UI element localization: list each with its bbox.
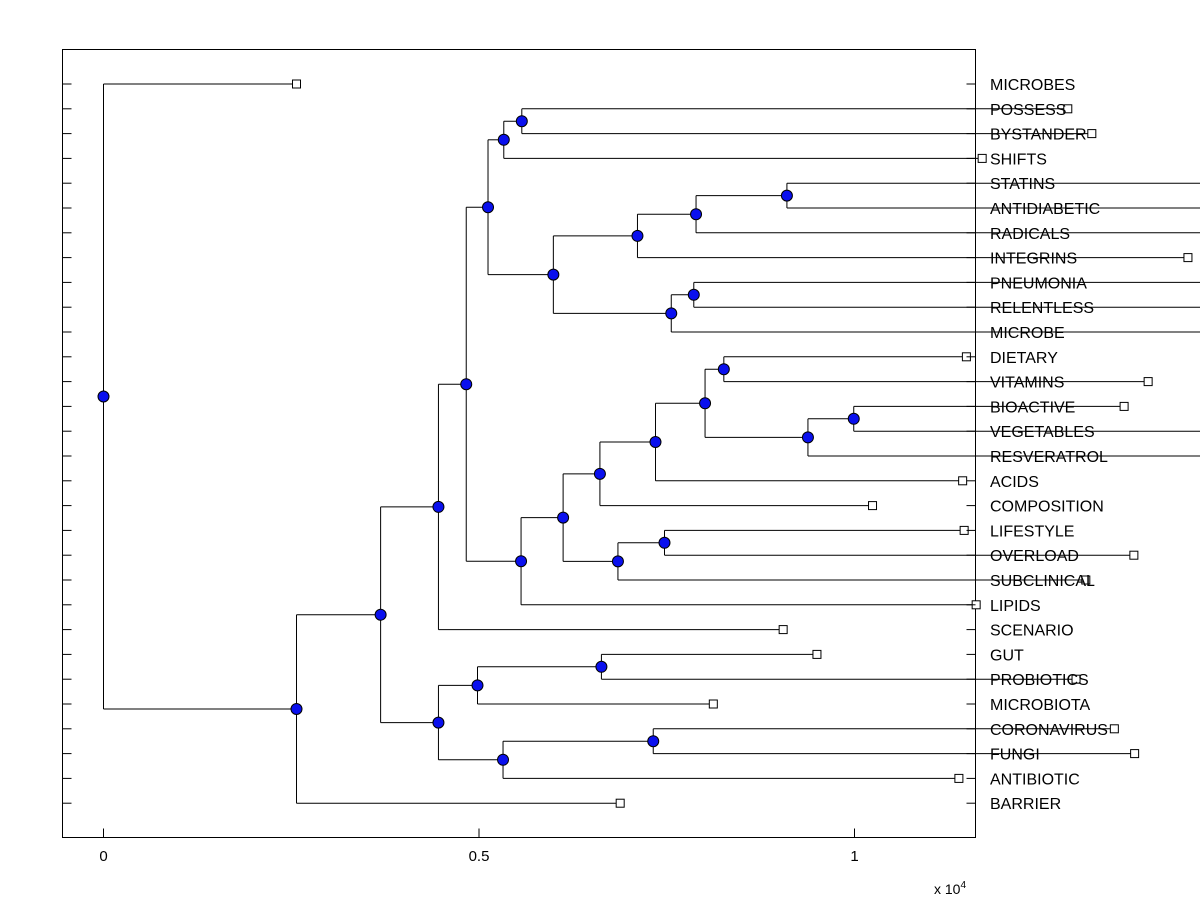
node-marker: [801, 431, 814, 444]
node-marker: [595, 660, 608, 673]
leaf-label: BYSTANDER: [990, 127, 1087, 144]
leaf-marker: [812, 649, 822, 659]
leaf-marker: [1130, 749, 1140, 759]
leaf-label: MICROBIOTA: [990, 697, 1090, 714]
leaf-marker: [1129, 550, 1139, 560]
leaf-label: LIFESTYLE: [990, 523, 1074, 540]
x-multiplier-base: x 10: [934, 881, 961, 897]
leaf-label: MICROBE: [990, 325, 1065, 342]
node-marker: [847, 412, 860, 425]
node-marker: [482, 201, 495, 214]
leaf-marker: [1143, 377, 1153, 387]
node-marker: [497, 753, 510, 766]
leaf-marker: [954, 773, 964, 783]
leaf-marker: [1071, 674, 1081, 684]
x-tick-label: 0.5: [469, 848, 490, 865]
node-marker: [593, 467, 606, 480]
leaf-label: DIETARY: [990, 350, 1058, 367]
x-multiplier-exponent: 4: [960, 880, 966, 891]
node-marker: [497, 133, 510, 146]
leaf-label: RESVERATROL: [990, 449, 1108, 466]
leaf-label: SCENARIO: [990, 623, 1074, 640]
node-marker: [290, 702, 303, 715]
node-marker: [471, 679, 484, 692]
leaf-label: SHIFTS: [990, 151, 1047, 168]
node-marker: [780, 189, 793, 202]
x-axis-multiplier: x 104: [934, 880, 966, 897]
leaf-label: VITAMINS: [990, 375, 1064, 392]
leaf-label: SUBCLINICAL: [990, 573, 1095, 590]
node-marker: [515, 115, 528, 128]
node-marker: [515, 555, 528, 568]
leaf-marker: [868, 501, 878, 511]
node-markers: [97, 115, 860, 766]
leaf-label: CORONAVIRUS: [990, 722, 1108, 739]
dendrogram-links: [103, 83, 1200, 804]
leaf-marker: [977, 153, 987, 163]
node-marker: [374, 608, 387, 621]
leaf-label: BIOACTIVE: [990, 399, 1075, 416]
node-marker: [647, 735, 660, 748]
node-marker: [658, 536, 671, 549]
x-tick-label: 0: [99, 848, 107, 865]
leaf-label: ANTIBIOTIC: [990, 771, 1080, 788]
leaf-label: POSSESS: [990, 102, 1066, 119]
leaf-label: STATINS: [990, 176, 1055, 193]
leaf-label: INTEGRINS: [990, 251, 1077, 268]
plot-area: [62, 49, 976, 838]
node-marker: [611, 555, 624, 568]
leaf-label: ACIDS: [990, 474, 1039, 491]
leaf-label: PNEUMONIA: [990, 275, 1087, 292]
node-marker: [557, 511, 570, 524]
node-marker: [717, 363, 730, 376]
leaf-marker: [292, 79, 302, 89]
node-marker: [432, 716, 445, 729]
leaf-labels: MICROBES POSSESS BYSTANDER SHIFTS STATINS ANT…: [990, 77, 1108, 813]
leaf-markers: [292, 79, 1193, 808]
leaf-label: PROBIOTICS: [990, 672, 1089, 689]
leaf-marker: [1087, 129, 1097, 139]
node-marker: [97, 390, 110, 403]
leaf-label: GUT: [990, 647, 1024, 664]
leaf-label: LIPIDS: [990, 598, 1041, 615]
leaf-marker: [1081, 575, 1091, 585]
leaf-label: BARRIER: [990, 796, 1061, 813]
leaf-marker: [1183, 253, 1193, 263]
leaf-label: MICROBES: [990, 77, 1075, 94]
leaf-marker: [1063, 104, 1073, 114]
leaf-marker: [615, 798, 625, 808]
leaf-label: OVERLOAD: [990, 548, 1079, 565]
leaf-label: RELENTLESS: [990, 300, 1094, 317]
node-marker: [699, 397, 712, 410]
leaf-marker: [1109, 724, 1119, 734]
leaf-label: RADICALS: [990, 226, 1070, 243]
leaf-label: VEGETABLES: [990, 424, 1095, 441]
node-marker: [690, 208, 703, 221]
leaf-marker: [778, 625, 788, 635]
node-marker: [687, 288, 700, 301]
node-marker: [649, 436, 662, 449]
node-marker: [665, 307, 678, 320]
leaf-label: ANTIDIABETIC: [990, 201, 1100, 218]
leaf-marker: [958, 476, 968, 486]
leaf-marker: [708, 699, 718, 709]
node-marker: [460, 378, 473, 391]
leaf-marker: [1119, 401, 1129, 411]
node-marker: [547, 268, 560, 281]
node-marker: [631, 229, 644, 242]
node-marker: [432, 500, 445, 513]
x-axis-ticks: 00.511.52: [99, 828, 859, 865]
x-tick-label: 1: [850, 848, 858, 865]
leaf-label: COMPOSITION: [990, 499, 1104, 516]
y-axis-ticks: [62, 83, 976, 804]
leaf-label: FUNGI: [990, 747, 1040, 764]
